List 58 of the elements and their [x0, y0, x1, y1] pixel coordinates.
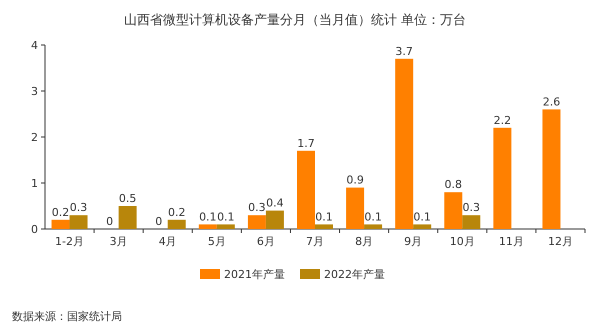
x-tick-label: 6月 — [256, 235, 275, 248]
source-note: 数据来源：国家统计局 — [12, 310, 122, 323]
x-tick-label: 5月 — [208, 235, 226, 248]
data-label: 0.5 — [118, 192, 136, 205]
bar — [346, 188, 364, 229]
data-label: 0.8 — [444, 178, 462, 192]
y-tick-label: 4 — [31, 39, 38, 52]
x-tick-label: 7月 — [306, 235, 324, 248]
data-label: 0.3 — [462, 201, 480, 214]
x-tick-label: 11月 — [498, 235, 524, 248]
data-label: 0.3 — [248, 201, 266, 214]
bar — [168, 220, 186, 229]
y-tick-label: 1 — [31, 177, 38, 190]
data-label: 0 — [106, 215, 114, 228]
bar — [493, 128, 512, 229]
bar — [297, 150, 315, 229]
chart-title: 山西省微型计算机设备产量分月（当月值）统计 单位：万台 — [124, 13, 466, 28]
legend-label: 2022年产量 — [324, 268, 385, 281]
bar — [315, 224, 333, 229]
bar — [542, 109, 560, 229]
bar — [118, 206, 137, 229]
bar — [364, 224, 382, 229]
data-label: 0 — [155, 215, 162, 228]
data-label: 0.2 — [168, 206, 186, 219]
data-label: 0.3 — [70, 201, 88, 214]
data-label: 0.1 — [364, 210, 382, 224]
bar — [395, 58, 414, 229]
x-tick-label: 9月 — [404, 235, 422, 248]
bar — [52, 220, 70, 229]
data-label: 0.4 — [266, 196, 284, 210]
data-label: 0.1 — [315, 210, 333, 224]
data-label: 3.7 — [395, 44, 413, 58]
bar — [248, 215, 266, 229]
bar — [198, 224, 217, 229]
bar — [462, 215, 480, 229]
x-tick-label: 12月 — [548, 235, 573, 248]
x-tick-label: 3月 — [110, 235, 128, 248]
data-label: 0.1 — [217, 210, 235, 224]
bar — [266, 210, 284, 229]
y-tick-label: 0 — [31, 223, 38, 236]
x-tick-label: 8月 — [355, 235, 374, 248]
y-tick-label: 2 — [31, 131, 38, 144]
y-tick-label: 3 — [31, 85, 38, 98]
x-tick-label: 1-2月 — [55, 235, 84, 248]
bar — [216, 224, 235, 229]
x-tick-label: 10月 — [450, 235, 475, 248]
bar — [70, 215, 88, 229]
data-label: 0.2 — [52, 206, 70, 219]
data-label: 0.9 — [346, 174, 364, 187]
legend-label: 2021年产量 — [224, 268, 285, 281]
data-label: 1.7 — [297, 136, 315, 150]
bar — [444, 192, 462, 229]
data-label: 2.6 — [542, 95, 560, 108]
data-label: 2.2 — [494, 114, 512, 127]
x-tick-label: 4月 — [158, 235, 177, 248]
data-label: 0.1 — [413, 210, 431, 224]
bar — [413, 224, 432, 229]
data-label: 0.1 — [199, 210, 217, 224]
